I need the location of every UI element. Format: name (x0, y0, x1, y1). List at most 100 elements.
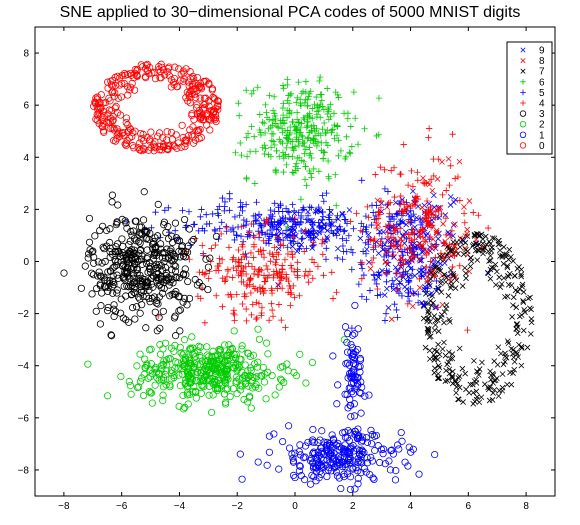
data-point (229, 256, 236, 263)
data-point (181, 379, 190, 387)
data-point (99, 123, 107, 131)
data-point (354, 474, 362, 482)
data-point (426, 334, 433, 340)
data-point (449, 351, 456, 357)
data-point (402, 257, 409, 265)
data-point (99, 115, 107, 123)
data-point (284, 76, 291, 83)
data-point (262, 145, 269, 152)
data-point (121, 263, 129, 271)
data-point (271, 112, 279, 120)
data-point (289, 118, 297, 126)
data-point (357, 378, 365, 386)
data-point (118, 235, 126, 243)
data-point (117, 295, 125, 303)
data-point (236, 212, 243, 219)
data-point (246, 148, 254, 155)
data-point (461, 219, 469, 226)
data-point (370, 209, 377, 216)
data-point (262, 395, 270, 403)
data-point (300, 476, 309, 484)
legend-label: 3 (539, 109, 545, 120)
data-point (360, 271, 368, 279)
data-point (95, 268, 103, 276)
data-point (201, 271, 208, 278)
data-point (276, 280, 283, 288)
data-point (128, 304, 137, 312)
data-point (524, 344, 531, 351)
data-point (389, 253, 396, 260)
data-point (320, 106, 328, 113)
y-tick-label: −4 (18, 361, 30, 372)
data-point (107, 331, 115, 339)
data-point (180, 336, 189, 344)
data-point (339, 242, 347, 250)
data-point (498, 350, 504, 357)
data-point (333, 472, 342, 480)
data-point (142, 283, 150, 291)
data-point (341, 433, 350, 441)
data-point (189, 363, 197, 371)
data-point (400, 198, 407, 205)
data-point (363, 459, 372, 467)
data-point (285, 444, 294, 452)
data-point (209, 93, 217, 101)
data-point (425, 208, 432, 215)
data-point (506, 246, 513, 253)
data-point (231, 317, 238, 324)
data-point (309, 459, 317, 467)
data-point (314, 104, 321, 111)
data-point (113, 286, 121, 294)
data-point (216, 203, 223, 210)
data-point (262, 262, 270, 270)
data-point (425, 134, 432, 141)
data-point (290, 368, 298, 377)
data-point (143, 278, 151, 286)
data-point (435, 375, 442, 382)
data-point (205, 377, 213, 385)
data-point (245, 260, 252, 267)
data-point (381, 247, 389, 254)
data-point (112, 102, 120, 110)
data-point (404, 293, 412, 300)
data-point (289, 201, 296, 208)
data-point (111, 137, 120, 145)
data-point (97, 302, 105, 310)
data-point (304, 212, 312, 219)
data-point (93, 95, 101, 103)
data-point (301, 176, 309, 183)
data-point (368, 259, 376, 266)
data-point (452, 221, 458, 227)
data-point (301, 442, 310, 450)
data-point (396, 257, 404, 264)
data-point (290, 218, 297, 226)
data-point (397, 171, 405, 178)
data-point (443, 367, 449, 374)
data-point (172, 273, 180, 281)
data-point (419, 226, 426, 234)
data-point (233, 232, 241, 239)
data-point (331, 135, 338, 142)
data-point (98, 289, 106, 297)
data-point (109, 88, 117, 96)
data-point (426, 282, 433, 289)
data-point (397, 243, 404, 251)
data-point (452, 196, 459, 203)
data-point (324, 227, 331, 234)
data-point (220, 390, 228, 398)
data-point (510, 258, 517, 264)
data-point (92, 307, 100, 315)
data-point (151, 75, 160, 83)
data-point (107, 77, 115, 85)
data-point (306, 110, 313, 117)
data-point (251, 234, 259, 241)
y-tick-label: 2 (23, 205, 29, 216)
data-point (256, 126, 263, 134)
data-point (289, 169, 296, 176)
data-point (425, 214, 432, 222)
data-point (497, 284, 504, 290)
data-point (376, 458, 384, 467)
data-point (232, 149, 239, 156)
data-point (467, 381, 474, 388)
data-point (166, 142, 174, 150)
